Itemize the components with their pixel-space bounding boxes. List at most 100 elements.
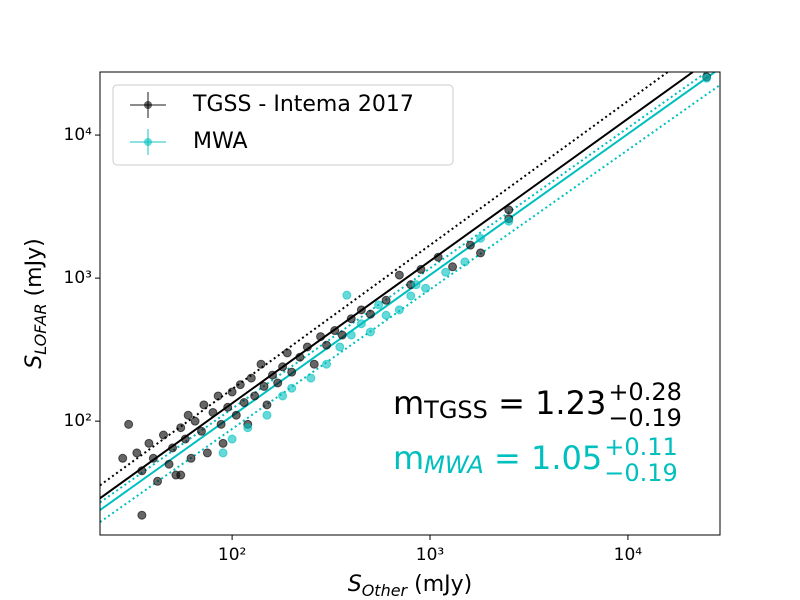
point — [239, 398, 249, 408]
point — [433, 252, 443, 262]
point — [132, 448, 142, 458]
point — [374, 300, 384, 310]
point — [411, 280, 421, 290]
point — [262, 410, 272, 420]
point — [246, 373, 256, 383]
fit-line — [100, 84, 720, 523]
annotation-upper: +0.11 — [604, 433, 678, 461]
point — [306, 373, 316, 383]
point — [406, 291, 416, 301]
point — [137, 510, 147, 520]
axis-subscript: Other — [362, 581, 409, 600]
point — [441, 267, 451, 277]
x-tick-label: 10² — [218, 545, 246, 565]
legend-label: MWA — [193, 129, 248, 154]
point — [164, 459, 174, 469]
axis-subscript: LOFAR — [31, 303, 50, 354]
fit-line — [100, 72, 669, 487]
point — [346, 314, 356, 324]
legend-label: TGSS - Intema 2017 — [192, 92, 414, 117]
annotation-lower: −0.19 — [608, 404, 682, 432]
point — [287, 367, 297, 377]
annotation-subscript: TGSS — [423, 396, 488, 424]
legend-box — [112, 84, 454, 166]
point — [218, 448, 228, 458]
legend-marker — [144, 138, 152, 146]
point — [381, 310, 391, 320]
point — [365, 309, 375, 319]
plot-frame — [99, 71, 721, 536]
point — [144, 438, 154, 448]
axis-unit: (mJy) — [407, 572, 472, 597]
point — [702, 73, 712, 83]
point — [365, 327, 375, 337]
point — [394, 270, 404, 280]
point — [278, 362, 288, 372]
point — [282, 348, 292, 358]
point — [158, 430, 168, 440]
point — [235, 380, 245, 390]
axis-symbol: S — [22, 355, 47, 369]
point — [199, 400, 209, 410]
point — [168, 443, 178, 453]
axis-unit: (mJy) — [22, 238, 47, 303]
point — [202, 448, 212, 458]
plot-area — [100, 72, 720, 523]
annotation: mTGSS = 1.23 — [393, 384, 606, 424]
point — [309, 359, 319, 369]
point — [196, 426, 206, 436]
y-tick-label: 10² — [64, 411, 92, 431]
point — [227, 434, 237, 444]
point — [223, 402, 233, 412]
point — [278, 391, 288, 401]
point — [465, 240, 475, 250]
point — [186, 453, 196, 463]
annotation-text: = 1.05 — [484, 439, 602, 477]
point — [273, 378, 283, 388]
point — [342, 290, 352, 300]
x-tick-label: 10³ — [416, 545, 444, 565]
point — [262, 400, 272, 410]
point — [176, 470, 186, 480]
annotation: mMWA = 1.05 — [393, 439, 602, 479]
legend-marker — [144, 101, 152, 109]
point — [394, 305, 404, 315]
point — [346, 330, 356, 340]
point — [356, 319, 366, 329]
annotation-base: m — [393, 384, 424, 422]
point — [322, 340, 332, 350]
point — [476, 248, 486, 258]
point — [335, 342, 345, 352]
point — [302, 342, 312, 352]
y-tick-label: 10⁴ — [64, 125, 93, 145]
point — [250, 391, 260, 401]
fit-line — [100, 72, 708, 504]
annotation-text: = 1.23 — [488, 384, 606, 422]
point — [268, 370, 278, 380]
point — [381, 295, 391, 305]
point — [504, 205, 514, 215]
point — [259, 381, 269, 391]
point — [216, 419, 226, 429]
point — [337, 330, 347, 340]
point — [148, 453, 158, 463]
annotation-subscript: MWA — [424, 451, 484, 479]
fit-line — [100, 72, 694, 500]
point — [316, 332, 326, 342]
point — [190, 416, 200, 426]
annotation-base: m — [393, 439, 424, 477]
point — [218, 438, 228, 448]
point — [416, 264, 426, 274]
point — [124, 419, 134, 429]
point — [356, 305, 366, 315]
point — [118, 453, 128, 463]
fit-line — [100, 72, 716, 511]
point — [287, 383, 297, 393]
axis-label: SOther (mJy) — [348, 572, 473, 600]
point — [256, 359, 266, 369]
point — [243, 423, 253, 433]
point — [504, 216, 514, 226]
x-tick-label: 10⁴ — [614, 545, 643, 565]
point — [295, 352, 305, 362]
